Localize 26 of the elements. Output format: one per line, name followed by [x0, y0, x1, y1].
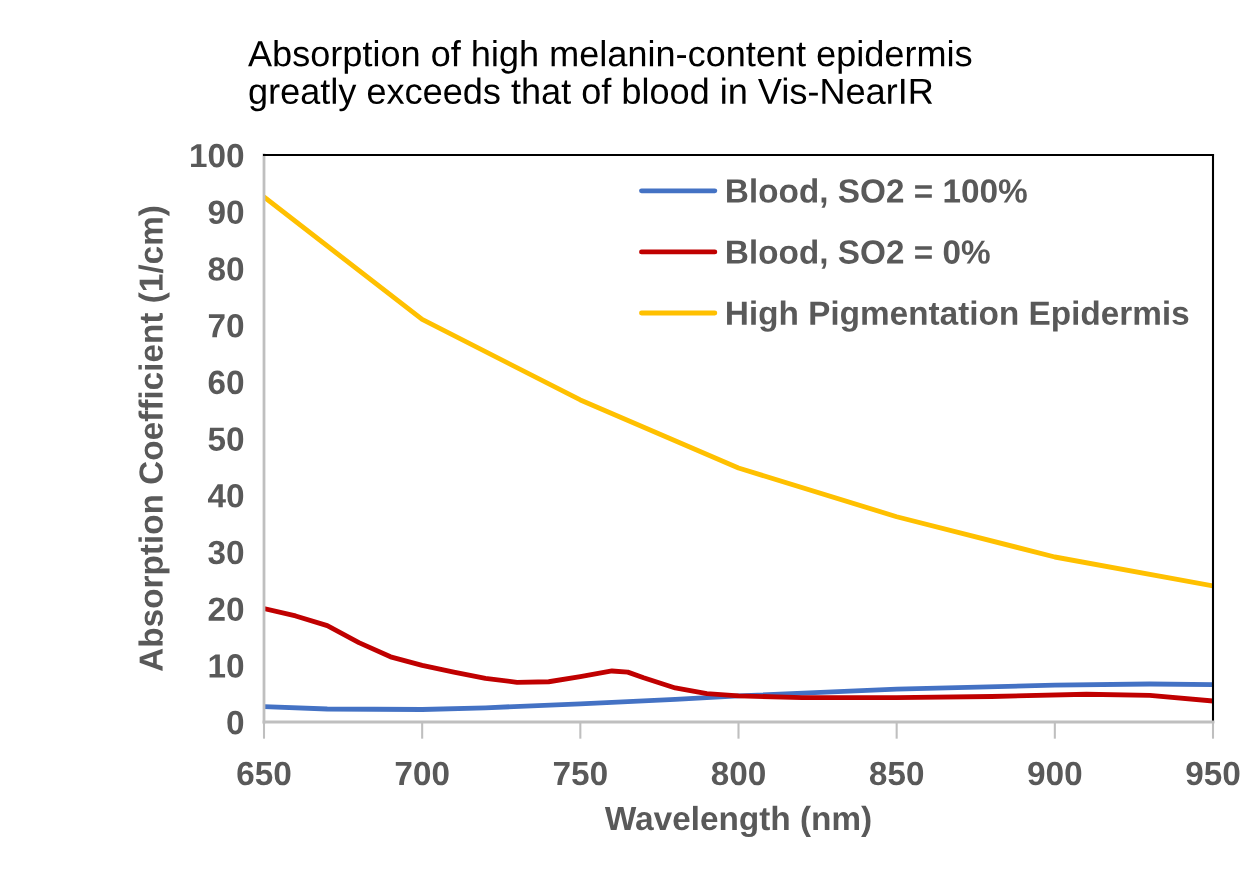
x-tick-label: 800 [711, 761, 765, 786]
x-tick-label: 950 [1186, 761, 1240, 786]
x-tick-label: 700 [395, 761, 449, 786]
y-tick-label: 40 [207, 484, 244, 508]
y-tick-label: 20 [208, 597, 244, 622]
x-tick-label: 750 [553, 761, 607, 786]
chart-title: Absorption of high melanin-content epidermis greatly exceeds that of blood in Vis-NearIR [248, 40, 972, 112]
y-axis-title: Absorption Coefficient (1/cm) [138, 206, 170, 671]
y-tick-label: 10 [209, 654, 244, 678]
line-series [264, 681, 1213, 712]
x-axis-title: Wavelength (nm) [604, 805, 871, 838]
y-tick-label: 0 [227, 710, 244, 735]
line-series [264, 606, 1213, 704]
y-tick-label: 70 [208, 313, 244, 338]
x-tick-label: 900 [1028, 761, 1082, 786]
y-tick-label: 30 [208, 540, 244, 565]
y-tick-label: 60 [208, 370, 244, 395]
y-tick-label: 50 [208, 427, 244, 451]
y-tick-label: 90 [208, 200, 244, 225]
legend-label: High Pigmentation Epidermis [727, 300, 1189, 332]
x-tick-label: 650 [237, 761, 291, 786]
y-tick-label: 80 [208, 257, 244, 281]
legend-label: Blood, SO2 = 100% [727, 178, 1027, 208]
x-tick-label: 850 [869, 761, 924, 786]
legend-label: Blood, SO2 = 0% [727, 239, 990, 269]
y-tick-label: 100 [191, 143, 244, 168]
